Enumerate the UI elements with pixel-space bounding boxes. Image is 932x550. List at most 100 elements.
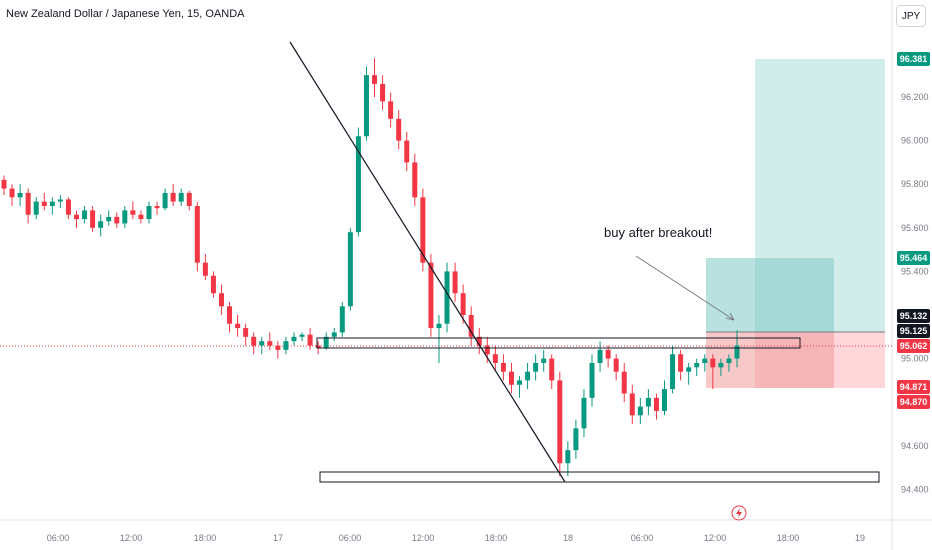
- candle-body: [372, 75, 378, 84]
- price-label-text: 94.871: [900, 382, 928, 392]
- time-tick-label: 06:00: [47, 533, 70, 543]
- time-tick-label: 18:00: [485, 533, 508, 543]
- candle-body: [98, 221, 104, 228]
- price-label-entry-zone-top: [897, 251, 930, 265]
- loss-zone-small[interactable]: [706, 332, 834, 388]
- profit-zone-small[interactable]: [706, 258, 834, 332]
- price-tick-label: 95.000: [901, 354, 929, 364]
- candle-body: [702, 358, 708, 363]
- candle-body: [33, 201, 39, 215]
- candle-body: [259, 341, 265, 346]
- time-axis: 06:00 12:00 18:00 17 06:00 12:00 18:00 18 06:00 1…: [47, 533, 865, 543]
- candle-body: [154, 206, 160, 209]
- candle-body: [565, 450, 571, 464]
- candle-body: [202, 262, 208, 276]
- candle-body: [670, 354, 676, 390]
- annotation-text[interactable]: buy after breakout!: [604, 225, 712, 240]
- candle-body: [549, 358, 555, 381]
- candle-body: [428, 262, 434, 329]
- time-tick-label: 18:00: [777, 533, 800, 543]
- price-label-text: 95.062: [900, 341, 928, 351]
- candle-body: [57, 199, 63, 202]
- candle-body: [186, 192, 192, 206]
- candle-body: [82, 210, 88, 220]
- time-tick-label: 18: [563, 533, 573, 543]
- candle-body: [726, 358, 732, 363]
- price-axis: 96.200 96.000 95.800 95.600 95.400 95.000 94.6…: [901, 92, 929, 494]
- candle-body: [653, 397, 659, 411]
- candle-body: [315, 345, 321, 348]
- price-tick-label: 95.400: [901, 266, 929, 276]
- candle-body: [9, 188, 15, 198]
- candle-body: [460, 293, 466, 315]
- candle-body: [645, 397, 651, 407]
- time-tick-label: 12:00: [412, 533, 435, 543]
- annotation-arrow[interactable]: [635, 255, 735, 321]
- time-tick-label: 06:00: [631, 533, 654, 543]
- candle-body: [452, 271, 458, 294]
- price-label-stop-1: [897, 380, 930, 394]
- price-label-text: 95.132: [900, 311, 928, 321]
- candle-body: [25, 192, 31, 215]
- candle-body: [114, 216, 120, 224]
- candle-body: [694, 362, 700, 368]
- candle-body: [662, 389, 668, 411]
- time-tick-label: 12:00: [120, 533, 143, 543]
- candle-body: [210, 275, 216, 294]
- candle-body: [476, 336, 482, 346]
- candle-body: [307, 334, 313, 346]
- candle-body: [710, 358, 716, 368]
- price-label-last-high: [897, 309, 930, 323]
- chart-title: New Zealand Dollar / Japanese Yen, 15, O…: [6, 8, 245, 20]
- candle-body: [533, 362, 539, 372]
- candle-body: [339, 306, 345, 333]
- candle-body: [275, 345, 281, 350]
- candle-body: [581, 397, 587, 429]
- candle-body: [404, 140, 410, 163]
- price-tick-label: 95.600: [901, 223, 929, 233]
- candle-body: [388, 101, 394, 119]
- support-box[interactable]: [319, 471, 880, 483]
- price-tick-label: 96.200: [901, 92, 929, 102]
- price-tick-label: 94.600: [901, 441, 929, 451]
- candle-body: [355, 136, 361, 233]
- candle-body: [444, 271, 450, 324]
- candle-body: [508, 371, 514, 385]
- price-label-text: 95.125: [900, 326, 928, 336]
- candle-body: [106, 216, 112, 222]
- candle-body: [122, 210, 128, 224]
- candle-body: [597, 349, 603, 363]
- candle-body: [323, 336, 329, 348]
- candle-body: [218, 293, 224, 307]
- price-tick-label: 94.400: [901, 484, 929, 494]
- time-tick-label: 12:00: [704, 533, 727, 543]
- candle-body: [170, 192, 176, 202]
- candle-body: [380, 83, 386, 102]
- trendline[interactable]: [289, 41, 566, 483]
- candle-body: [178, 192, 184, 202]
- candle-body: [621, 371, 627, 394]
- price-label-tp: [897, 52, 930, 66]
- candle-body: [17, 192, 23, 198]
- price-label-text: 94.870: [900, 397, 928, 407]
- candle-body: [517, 380, 523, 385]
- candle-body: [283, 341, 289, 350]
- price-tick-label: 96.000: [901, 136, 929, 146]
- candle-body: [291, 336, 297, 342]
- candle-body: [162, 192, 168, 209]
- candles-group: [1, 57, 740, 477]
- candle-body: [146, 206, 152, 220]
- candle-body: [331, 332, 337, 337]
- lightning-icon: [736, 508, 742, 518]
- currency-unit-button[interactable]: JPY: [896, 5, 926, 27]
- candle-body: [573, 428, 579, 451]
- candle-body: [235, 323, 241, 329]
- candle-body: [500, 362, 506, 372]
- candle-body: [90, 210, 96, 228]
- candle-body: [299, 334, 305, 337]
- resistance-box[interactable]: [316, 337, 801, 349]
- candle-body: [49, 201, 55, 206]
- candle-body: [251, 336, 257, 346]
- candle-body: [678, 354, 684, 372]
